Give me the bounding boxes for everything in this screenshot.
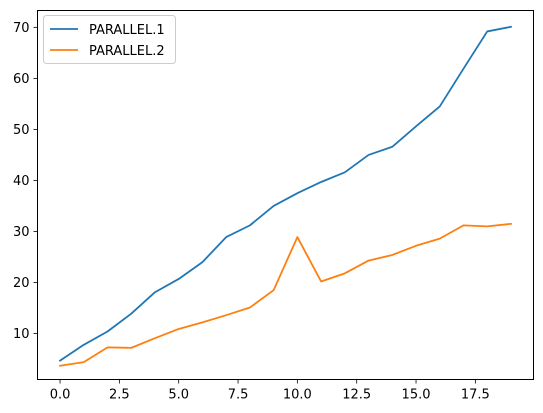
legend-label-parallel-1: PARALLEL.1: [89, 23, 165, 38]
x-tick-label: 7.5: [228, 388, 249, 403]
y-tick-label: 70: [13, 21, 30, 36]
x-tick-label: 17.5: [461, 388, 490, 403]
x-tick-label: 10.0: [283, 388, 312, 403]
x-tick-label: 2.5: [109, 388, 130, 403]
y-tick-label: 50: [13, 123, 30, 138]
y-axis: 10 20 30 40 50 60 70: [13, 21, 38, 342]
x-tick-label: 15.0: [402, 388, 431, 403]
legend: PARALLEL.1 PARALLEL.2: [44, 16, 176, 64]
x-tick-label: 5.0: [168, 388, 189, 403]
y-tick-label: 20: [13, 276, 30, 291]
y-tick-label: 30: [13, 225, 30, 240]
legend-label-parallel-2: PARALLEL.2: [89, 44, 165, 59]
y-tick-label: 60: [13, 72, 30, 87]
x-tick-label: 0.0: [50, 388, 71, 403]
plot-area-frame: [38, 11, 534, 380]
y-tick-label: 10: [13, 327, 30, 342]
x-tick-label: 12.5: [342, 388, 371, 403]
y-tick-label: 40: [13, 174, 30, 189]
x-axis: 0.0 2.5 5.0 7.5 10.0 12.5 15.0 17.5: [50, 380, 490, 403]
